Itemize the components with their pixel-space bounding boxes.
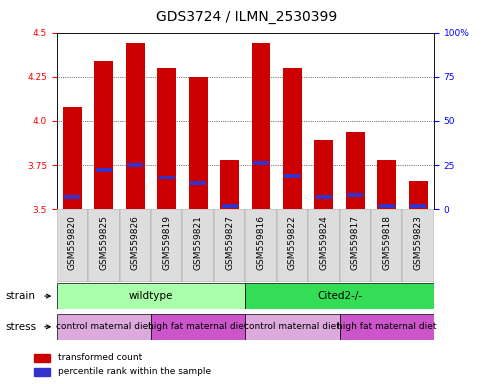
FancyBboxPatch shape bbox=[245, 283, 434, 309]
FancyBboxPatch shape bbox=[151, 209, 182, 282]
Text: high fat maternal diet: high fat maternal diet bbox=[337, 322, 436, 331]
Bar bbox=[189, 77, 208, 209]
Bar bbox=[126, 43, 145, 209]
Bar bbox=[34, 354, 49, 362]
FancyBboxPatch shape bbox=[151, 314, 245, 340]
FancyBboxPatch shape bbox=[245, 209, 277, 282]
Text: transformed count: transformed count bbox=[58, 353, 142, 362]
Bar bbox=[346, 132, 365, 209]
Bar bbox=[284, 174, 300, 178]
Text: GSM559824: GSM559824 bbox=[319, 215, 328, 270]
Text: Cited2-/-: Cited2-/- bbox=[317, 291, 362, 301]
Text: strain: strain bbox=[6, 291, 36, 301]
Bar bbox=[253, 161, 269, 165]
FancyBboxPatch shape bbox=[88, 209, 119, 282]
Bar bbox=[377, 160, 396, 209]
Text: GDS3724 / ILMN_2530399: GDS3724 / ILMN_2530399 bbox=[156, 10, 337, 24]
Bar bbox=[94, 61, 113, 209]
Text: wildtype: wildtype bbox=[129, 291, 173, 301]
Text: GSM559823: GSM559823 bbox=[414, 215, 423, 270]
FancyBboxPatch shape bbox=[402, 209, 434, 282]
Text: GSM559822: GSM559822 bbox=[288, 215, 297, 270]
Bar bbox=[379, 204, 395, 208]
Bar bbox=[159, 175, 175, 179]
FancyBboxPatch shape bbox=[308, 209, 340, 282]
FancyBboxPatch shape bbox=[277, 209, 308, 282]
Bar bbox=[63, 107, 82, 209]
FancyBboxPatch shape bbox=[371, 209, 402, 282]
Bar bbox=[96, 169, 112, 172]
FancyBboxPatch shape bbox=[57, 314, 151, 340]
Bar bbox=[127, 163, 143, 167]
Text: GSM559818: GSM559818 bbox=[382, 215, 391, 270]
Text: GSM559826: GSM559826 bbox=[131, 215, 140, 270]
Text: stress: stress bbox=[6, 322, 37, 332]
Text: GSM559817: GSM559817 bbox=[351, 215, 360, 270]
Text: high fat maternal diet: high fat maternal diet bbox=[148, 322, 248, 331]
FancyBboxPatch shape bbox=[57, 209, 88, 282]
FancyBboxPatch shape bbox=[340, 314, 434, 340]
Bar bbox=[316, 195, 332, 199]
Text: GSM559825: GSM559825 bbox=[99, 215, 108, 270]
FancyBboxPatch shape bbox=[245, 314, 340, 340]
Bar bbox=[65, 195, 80, 199]
FancyBboxPatch shape bbox=[57, 283, 245, 309]
Text: GSM559827: GSM559827 bbox=[225, 215, 234, 270]
Text: control maternal diet: control maternal diet bbox=[56, 322, 152, 331]
FancyBboxPatch shape bbox=[119, 209, 151, 282]
FancyBboxPatch shape bbox=[340, 209, 371, 282]
Bar bbox=[221, 204, 238, 208]
Bar bbox=[34, 368, 49, 376]
Bar bbox=[315, 141, 333, 209]
Bar bbox=[190, 181, 206, 185]
Bar bbox=[157, 68, 176, 209]
Text: control maternal diet: control maternal diet bbox=[245, 322, 340, 331]
Text: percentile rank within the sample: percentile rank within the sample bbox=[58, 367, 211, 376]
FancyBboxPatch shape bbox=[214, 209, 245, 282]
Bar bbox=[283, 68, 302, 209]
Bar bbox=[347, 193, 363, 197]
Text: GSM559819: GSM559819 bbox=[162, 215, 171, 270]
Bar bbox=[220, 160, 239, 209]
Bar bbox=[251, 43, 270, 209]
Text: GSM559820: GSM559820 bbox=[68, 215, 77, 270]
Bar bbox=[409, 181, 427, 209]
Bar bbox=[410, 204, 426, 208]
Text: GSM559816: GSM559816 bbox=[256, 215, 266, 270]
Text: GSM559821: GSM559821 bbox=[194, 215, 203, 270]
FancyBboxPatch shape bbox=[182, 209, 214, 282]
